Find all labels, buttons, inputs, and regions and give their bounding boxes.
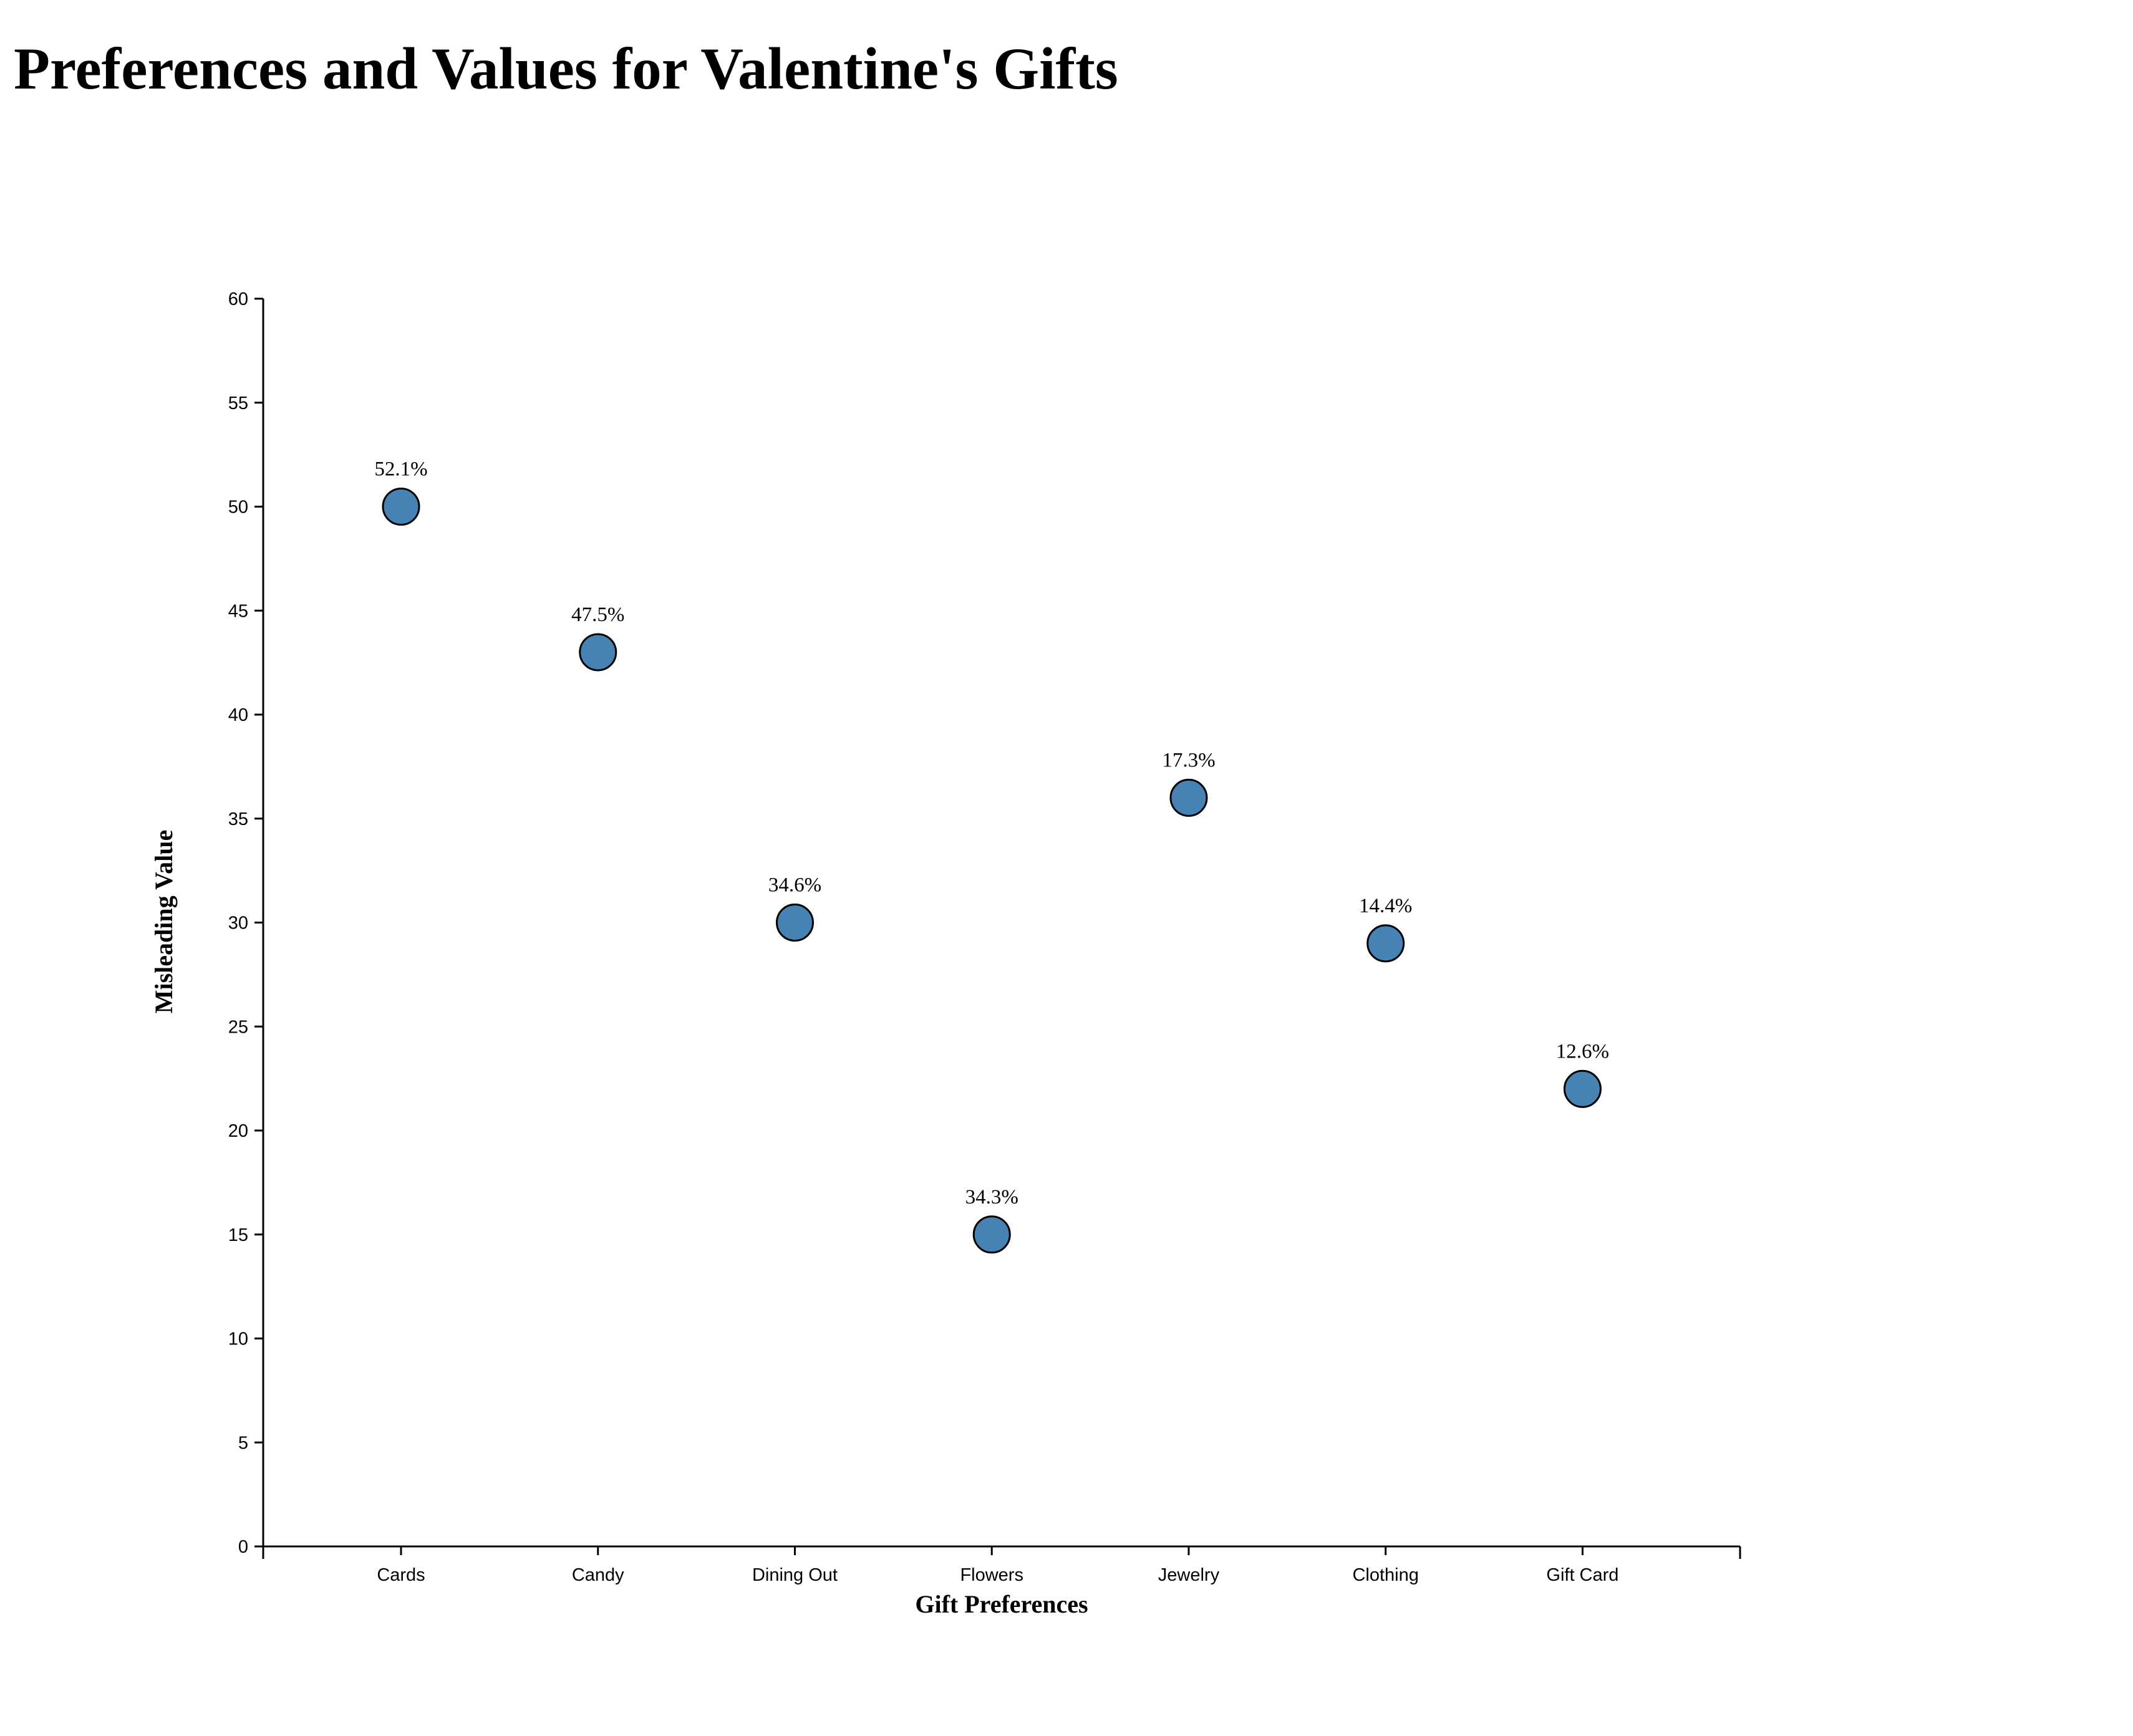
data-label: 14.4% [1359,895,1412,917]
y-tick-label: 10 [228,1329,248,1349]
data-label: 12.6% [1556,1040,1609,1063]
data-point [1366,924,1405,963]
y-tick-label: 20 [228,1121,248,1141]
data-points [382,488,1602,1254]
y-tick-label: 0 [238,1537,248,1557]
data-point [382,488,420,526]
y-tick-label: 55 [228,393,248,413]
x-axis-title: Gift Preferences [915,1590,1088,1618]
y-tick-label: 25 [228,1017,248,1037]
x-tick-label: Candy [572,1565,624,1585]
data-label: 17.3% [1162,749,1215,771]
x-axis: Cards Candy Dining Out Flowers Jewelry Clothi… [262,1545,1741,1585]
data-point [579,633,617,672]
y-tick-label: 35 [228,809,248,829]
y-tick-label: 30 [228,914,248,933]
x-tick-label: Cards [377,1565,425,1585]
y-tick-label: 45 [228,601,248,621]
y-tick-label: 5 [238,1433,248,1453]
x-tick-label: Gift Card [1546,1565,1618,1585]
data-label: 52.1% [374,458,427,481]
y-axis: 0 5 10 15 20 25 30 35 40 45 50 55 60 [228,289,264,1557]
y-tick-label: 50 [228,498,248,518]
data-point [1563,1069,1602,1108]
x-tick-label: Flowers [960,1565,1023,1585]
data-label: 47.5% [571,604,624,626]
data-label: 34.6% [768,874,821,897]
data-labels: 52.1% 47.5% 34.6% 34.3% 17.3% 14.4% 12.6% [374,458,1609,1208]
data-point [775,904,814,942]
x-tick-label: Jewelry [1158,1565,1220,1585]
y-axis-title: Misleading Value [150,830,178,1014]
chart-title: Preferences and Values for Valentine's G… [14,36,1118,102]
y-tick-label: 60 [228,289,248,309]
data-point [1169,778,1208,817]
y-tick-label: 40 [228,705,248,725]
x-tick-label: Dining Out [752,1565,838,1585]
data-point [972,1215,1011,1254]
y-tick-label: 15 [228,1225,248,1245]
x-tick-label: Clothing [1352,1565,1418,1585]
data-label: 34.3% [965,1186,1018,1208]
